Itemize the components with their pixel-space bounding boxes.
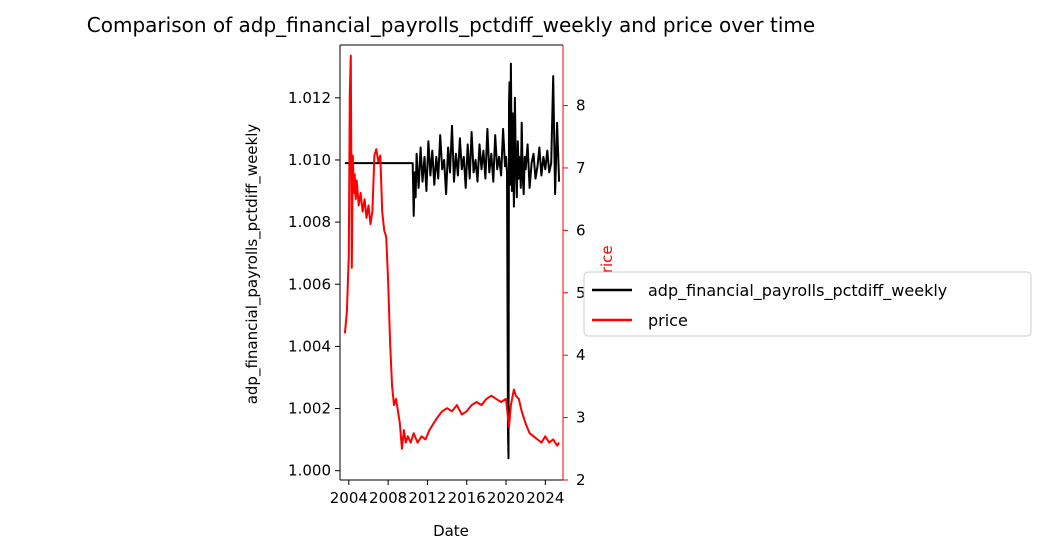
x-tick-label: 2012 bbox=[408, 489, 446, 507]
x-tick-label: 2004 bbox=[330, 489, 368, 507]
y-tick-label-right: 6 bbox=[576, 221, 586, 239]
y-tick-label-left: 1.010 bbox=[288, 151, 331, 169]
legend: adp_financial_payrolls_pctdiff_weekly pr… bbox=[583, 271, 1032, 337]
y-tick-label-left: 1.006 bbox=[288, 275, 331, 293]
y-tick-label-left: 1.004 bbox=[288, 337, 331, 355]
y-tick-label-right: 5 bbox=[576, 284, 586, 302]
y-tick-label-left: 1.000 bbox=[288, 462, 331, 480]
series-layer bbox=[343, 54, 561, 460]
y-tick-label-left: 1.008 bbox=[288, 213, 331, 231]
x-axis-label: Date bbox=[433, 522, 469, 540]
x-tick-label: 2020 bbox=[487, 489, 525, 507]
y-tick-label-right: 2 bbox=[576, 471, 586, 489]
y-tick-label-right: 8 bbox=[576, 97, 586, 115]
y-axis-label-left: adp_financial_payrolls_pctdiff_weekly bbox=[243, 124, 262, 405]
y-tick-label-left: 1.012 bbox=[288, 89, 331, 107]
chart-title: Comparison of adp_financial_payrolls_pct… bbox=[87, 13, 815, 37]
y-tick-label-left: 1.002 bbox=[288, 400, 331, 418]
x-tick-label: 2008 bbox=[369, 489, 407, 507]
plot-frame bbox=[339, 44, 564, 481]
y-tick-label-right: 4 bbox=[576, 346, 586, 364]
y-tick-label-right: 7 bbox=[576, 159, 586, 177]
legend-label-right-series: price bbox=[648, 311, 688, 330]
y-tick-label-right: 3 bbox=[576, 409, 586, 427]
x-tick-label: 2016 bbox=[448, 489, 486, 507]
x-tick-label: 2024 bbox=[526, 489, 564, 507]
ticks-layer: 2004 2008 2012 2016 2020 2024 1.000 1.002 1.004 1… bbox=[288, 89, 586, 507]
legend-label-left-series: adp_financial_payrolls_pctdiff_weekly bbox=[648, 281, 947, 301]
series-line-price bbox=[343, 54, 560, 450]
legend-box bbox=[583, 271, 1032, 337]
series-line-payrolls bbox=[344, 62, 561, 460]
